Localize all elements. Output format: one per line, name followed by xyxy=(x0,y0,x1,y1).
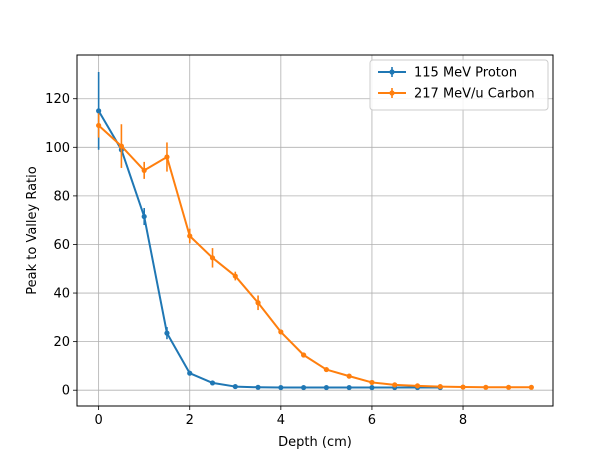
data-point xyxy=(528,384,534,390)
data-point xyxy=(392,382,398,388)
x-tick-label: 0 xyxy=(94,413,102,428)
series-line xyxy=(97,124,532,389)
data-point xyxy=(96,122,102,129)
data-point xyxy=(164,330,170,336)
data-point xyxy=(232,383,238,390)
series-line xyxy=(97,110,441,389)
data-point xyxy=(301,352,307,358)
series-2 xyxy=(96,113,534,390)
data-point xyxy=(437,383,443,390)
x-tick-label: 4 xyxy=(277,413,285,428)
data-point xyxy=(460,384,466,390)
data-point xyxy=(164,154,170,160)
data-point xyxy=(118,143,125,149)
y-tick-label: 80 xyxy=(53,189,70,204)
y-axis-label: Peak to Valley Ratio xyxy=(25,166,40,295)
series-layer xyxy=(96,72,534,391)
data-point xyxy=(483,384,489,390)
data-point xyxy=(301,384,307,391)
data-point xyxy=(346,384,352,391)
data-point xyxy=(505,384,512,390)
x-tick-label: 6 xyxy=(368,413,376,428)
data-point xyxy=(96,108,102,114)
data-point xyxy=(323,384,329,391)
legend-swatch-marker xyxy=(389,90,395,96)
x-tick-label: 8 xyxy=(459,413,467,428)
data-point xyxy=(209,380,216,386)
legend-swatch-marker xyxy=(389,69,395,75)
y-tick-label: 0 xyxy=(62,384,70,399)
data-point xyxy=(141,167,147,173)
grid xyxy=(77,55,553,406)
data-point xyxy=(232,273,238,279)
legend-item: 217 MeV/u Carbon xyxy=(378,87,535,102)
data-point xyxy=(278,329,284,335)
legend: 115 MeV Proton 217 MeV/u Carbon xyxy=(369,59,549,111)
data-point xyxy=(323,366,329,373)
data-point xyxy=(209,255,216,261)
legend-label: 217 MeV/u Carbon xyxy=(414,87,535,102)
data-point xyxy=(255,300,261,306)
data-point xyxy=(255,384,261,390)
x-axis-label: Depth (cm) xyxy=(278,435,352,450)
data-point xyxy=(369,384,375,391)
legend-item: 115 MeV Proton xyxy=(378,66,517,81)
data-point xyxy=(187,233,193,239)
y-tick-label: 100 xyxy=(45,141,70,156)
y-tick-label: 60 xyxy=(53,238,70,253)
data-point xyxy=(369,379,375,386)
series-1 xyxy=(96,72,443,391)
legend-label: 115 MeV Proton xyxy=(414,66,517,81)
data-point xyxy=(141,213,147,220)
legend-box xyxy=(369,59,549,111)
x-tick-label: 2 xyxy=(186,413,194,428)
data-point xyxy=(278,384,284,391)
data-point xyxy=(414,383,421,389)
y-tick-label: 20 xyxy=(53,335,70,350)
data-point xyxy=(187,370,193,376)
y-tick-label: 120 xyxy=(45,92,70,107)
plot-frame xyxy=(76,54,554,407)
data-point xyxy=(346,373,352,379)
y-tick-label: 40 xyxy=(53,287,70,302)
